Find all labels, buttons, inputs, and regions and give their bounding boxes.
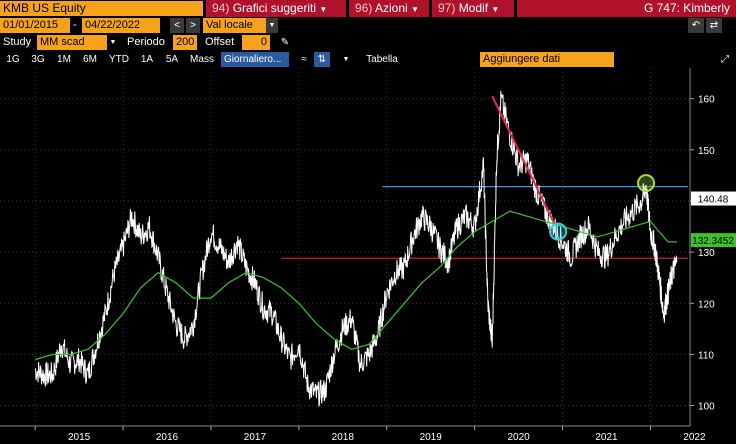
undo-icon[interactable]: ↶ (688, 18, 704, 33)
period-5a[interactable]: 5A (165, 54, 179, 65)
x-tick-label: 2021 (595, 432, 618, 443)
caret-down-icon: ▼ (411, 5, 419, 14)
end-date-field[interactable]: 04/22/2022 (82, 18, 160, 33)
chart-lines (34, 90, 688, 407)
menu-label: Modif (458, 1, 489, 15)
currency-select[interactable]: Val locale (203, 18, 277, 33)
menu-num: 94) (212, 1, 230, 15)
menu-label: Azioni (375, 1, 408, 15)
period-3g[interactable]: 3G (31, 54, 45, 65)
period-label: Periodo (127, 36, 165, 48)
settings-icon[interactable]: ⇄ (706, 18, 722, 33)
study-bar: Study MM scad ▼ Periodo 200 Offset 0 ✎ (0, 34, 736, 51)
candle-chart-icon[interactable]: ⇅ (314, 52, 330, 67)
add-data-field[interactable]: Aggiungere dati (480, 52, 614, 67)
study-label: Study (3, 36, 32, 48)
chart-grid (0, 68, 690, 426)
frequency-select[interactable]: Giornaliero... (221, 52, 289, 67)
x-tick-label: 2022 (683, 432, 706, 443)
table-button[interactable]: Tabella (366, 54, 398, 65)
menu-label: Grafici suggeriti (232, 1, 317, 15)
x-tick-label: 2019 (420, 432, 443, 443)
currency-dropdown-icon[interactable]: ▼ (266, 18, 278, 33)
menu-modif[interactable]: 97) Modif ▼ (432, 0, 514, 17)
x-tick-label: 2017 (244, 432, 267, 443)
study-field[interactable]: MM scad (37, 35, 107, 50)
y-tick-label: 130 (698, 248, 715, 259)
chart-type-dropdown-icon[interactable]: ▼ (342, 56, 350, 63)
menu-num: 97) (438, 1, 456, 15)
period-1a[interactable]: 1A (140, 54, 154, 65)
title-bar: KMB US Equity 94) Grafici suggeriti ▼ 96… (0, 0, 736, 17)
caret-down-icon: ▼ (491, 5, 500, 14)
highlight-circle-cyan (549, 222, 568, 241)
x-tick-label: 2020 (507, 432, 530, 443)
price-chart[interactable]: 100110120130140150160 201520162017201820… (0, 68, 736, 444)
x-tick-label: 2016 (156, 432, 179, 443)
period-mass[interactable]: Mass (190, 54, 214, 65)
line-chart-icon[interactable]: ≈ (301, 54, 307, 65)
menu-azioni[interactable]: 96) Azioni ▼ (349, 0, 429, 17)
ma-badge (691, 233, 736, 248)
period-1g[interactable]: 1G (6, 54, 20, 65)
more-dots: ... (272, 54, 282, 65)
period-field[interactable]: 200 (173, 35, 197, 50)
x-tick-label: 2015 (68, 432, 91, 443)
offset-field[interactable]: 0 (242, 35, 270, 50)
ma-badge-label: 132.3452 (692, 236, 734, 247)
chart-id-label: G 747: Kimberly (517, 0, 736, 17)
y-tick-label: 100 (698, 402, 715, 413)
caret-down-icon: ▼ (319, 5, 328, 14)
y-tick-label: 150 (698, 146, 715, 157)
period-6m[interactable]: 6M (83, 54, 97, 65)
study-dropdown-icon[interactable]: ▼ (109, 39, 117, 46)
period-1m[interactable]: 1M (57, 54, 71, 65)
expand-icon[interactable]: ⤢ (721, 54, 729, 65)
date-separator: - (73, 19, 77, 31)
last-price-badge (691, 191, 736, 206)
price-badges: 140.48 132.3452 (691, 191, 736, 248)
x-axis: 2015 2016 2017 2018 2019 2020 2021 2022 (0, 425, 706, 443)
frequency-value: Giornaliero (224, 54, 273, 65)
offset-label: Offset (205, 36, 235, 48)
price-series-line (34, 90, 678, 407)
toolbar: 1G 3G 1M 6M YTD 1A 5A Mass Giornaliero..… (0, 51, 736, 68)
trend-line (491, 95, 555, 223)
start-date-field[interactable]: 01/01/2015 (0, 18, 70, 33)
ma-series-line (35, 210, 677, 361)
menu-grafici-suggeriti[interactable]: 94) Grafici suggeriti ▼ (206, 0, 346, 17)
currency-value: Val locale (206, 19, 253, 31)
menu-num: 96) (355, 1, 373, 15)
next-button[interactable]: > (186, 18, 200, 33)
ticker-field[interactable]: KMB US Equity (0, 1, 203, 16)
period-ytd[interactable]: YTD (109, 54, 129, 65)
y-tick-label: 120 (698, 299, 715, 310)
highlight-circle-green (637, 174, 656, 193)
range-bar: 01/01/2015 - 04/22/2022 < > Val locale ▼… (0, 17, 736, 34)
x-tick-label: 2018 (332, 432, 355, 443)
y-tick-label: 110 (698, 350, 714, 361)
last-price-label: 140.48 (698, 195, 729, 206)
y-tick-label: 160 (698, 95, 715, 106)
chart-id-text: G 747: Kimberly (643, 1, 730, 15)
pencil-icon[interactable]: ✎ (280, 37, 290, 48)
prev-button[interactable]: < (170, 18, 184, 33)
